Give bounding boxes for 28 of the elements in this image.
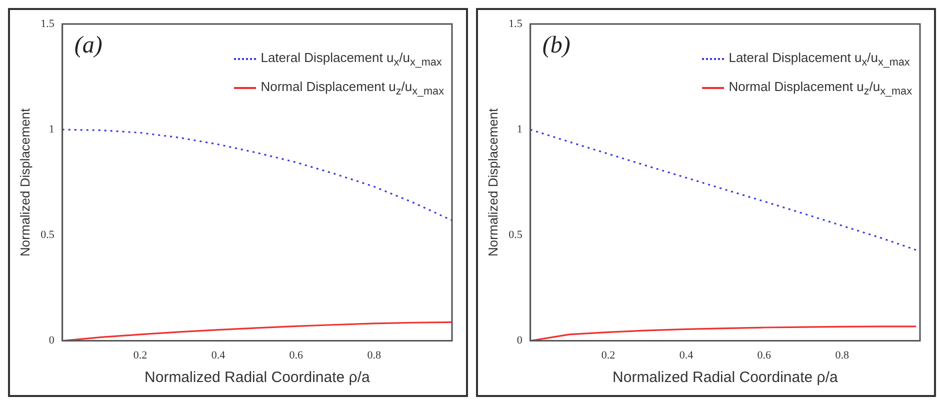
- line-series: [530, 128, 917, 251]
- x-axis-title: Normalized Radial Coordinate ρ/a: [612, 369, 838, 386]
- y-axis-title: Normalized Displacement: [17, 108, 32, 256]
- y-tick-label: 1: [48, 123, 54, 136]
- y-tick-label: 0.5: [508, 229, 523, 242]
- x-tick-label: 0.4: [211, 349, 226, 362]
- annotation: (b): [542, 32, 570, 58]
- x-tick-label: 0.2: [601, 349, 616, 362]
- annotation: (a): [74, 32, 102, 58]
- legend-label: Lateral Displacement u$_{x}$/u$_{x_max}$: [260, 50, 442, 69]
- y-tick-label: 0.5: [40, 229, 55, 242]
- x-tick-label: 0.6: [757, 349, 772, 362]
- legend-label: Lateral Displacement u$_{x}$/u$_{x_max}$: [728, 50, 910, 69]
- y-tick-label: 1: [516, 123, 522, 136]
- x-tick-label: 0.6: [289, 349, 304, 362]
- legend-label: Normal Displacement u$_{z}$/u$_{x_max}$: [260, 78, 444, 98]
- x-tick-label: 0.2: [133, 349, 148, 362]
- x-tick-label: 0.8: [835, 349, 850, 362]
- y-tick-label: 0: [516, 334, 523, 347]
- line-series: [62, 128, 452, 222]
- x-axis-title: Normalized Radial Coordinate ρ/a: [144, 369, 370, 386]
- x-tick-label: 0.4: [679, 349, 694, 362]
- y-axis-title: Normalized Displacement: [485, 108, 500, 256]
- x-tick-label: 0.8: [367, 349, 382, 362]
- y-tick-label: 1.5: [40, 18, 55, 30]
- y-tick-label: 1.5: [508, 18, 523, 30]
- y-tick-label: 0: [48, 334, 55, 347]
- legend-label: Normal Displacement u$_{z}$/u$_{x_max}$: [728, 78, 912, 98]
